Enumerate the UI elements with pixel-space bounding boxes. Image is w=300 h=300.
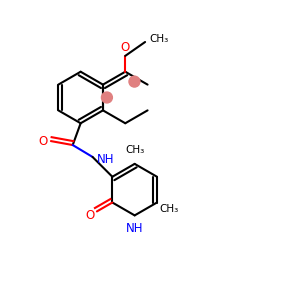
Circle shape [101, 92, 112, 103]
Text: NH: NH [126, 222, 143, 235]
Text: CH₃: CH₃ [149, 34, 169, 44]
Text: O: O [85, 209, 95, 222]
Circle shape [129, 76, 140, 87]
Text: CH₃: CH₃ [159, 204, 178, 214]
Text: O: O [121, 41, 130, 55]
Text: CH₃: CH₃ [125, 145, 144, 155]
Text: O: O [38, 135, 48, 148]
Text: NH: NH [97, 153, 114, 167]
